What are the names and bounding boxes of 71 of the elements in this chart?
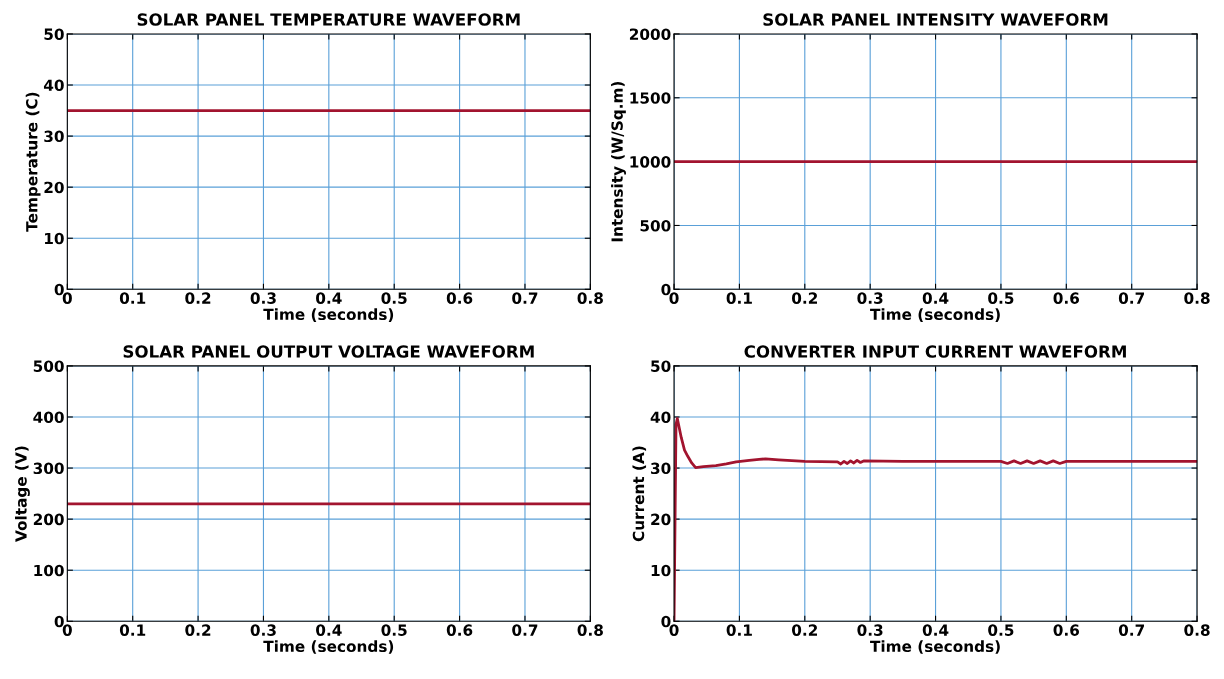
y-tick-label: 500 — [640, 219, 671, 232]
y-tick-label: 40 — [650, 411, 671, 424]
x-tick-label: 0.5 — [988, 624, 1014, 636]
y-axis-title: Intensity (W/Sq.m) — [611, 81, 626, 242]
chart-title: SOLAR PANEL OUTPUT VOLTAGE WAVEFORM — [123, 345, 534, 358]
y-tick-label: 30 — [651, 462, 671, 475]
x-tick-label: 0.2 — [792, 624, 817, 636]
y-tick-label: 100 — [34, 564, 64, 577]
x-tick-label: 0.3 — [857, 292, 883, 304]
y-tick-label: 200 — [33, 513, 64, 526]
x-tick-label: 0.2 — [792, 292, 817, 304]
y-tick-label: 300 — [33, 462, 64, 475]
chart-title: SOLAR PANEL TEMPERATURE WAVEFORM — [137, 13, 520, 26]
x-tick-label: 0.8 — [577, 624, 603, 636]
x-tick-label: 0.1 — [726, 292, 752, 304]
chart-title: CONVERTER INPUT CURRENT WAVEFORM — [744, 345, 1126, 358]
x-tick-label: 0.4 — [922, 624, 949, 636]
x-tick-label: 0.3 — [250, 624, 276, 636]
x-tick-label: 0.1 — [119, 624, 146, 636]
y-tick-label: 40 — [43, 79, 64, 92]
y-tick-label: 30 — [44, 130, 64, 143]
x-tick-label: 0.8 — [577, 292, 603, 304]
x-tick-label: 0.5 — [381, 292, 407, 304]
x-tick-label: 0.6 — [446, 292, 473, 304]
x-tick-label: 0.7 — [1118, 624, 1145, 636]
y-tick-label: 10 — [45, 232, 64, 245]
x-tick-label: 0.3 — [857, 624, 883, 636]
x-tick-label: 0 — [62, 292, 72, 304]
x-tick-label: 0.6 — [1053, 624, 1080, 636]
y-tick-label: 400 — [33, 411, 64, 424]
x-tick-label: 0.7 — [512, 624, 538, 636]
y-tick-label: 0 — [661, 283, 671, 296]
y-tick-label: 1000 — [630, 156, 671, 168]
x-axis-title: Time (seconds) — [263, 640, 394, 654]
y-tick-label: 1500 — [630, 92, 671, 104]
x-tick-label: 0.1 — [119, 292, 146, 304]
x-tick-label: 0.2 — [185, 292, 211, 304]
x-tick-label: 0.8 — [1184, 292, 1210, 304]
y-tick-label: 50 — [651, 360, 671, 372]
x-tick-label: 0.4 — [922, 292, 949, 304]
x-tick-label: 0 — [62, 624, 72, 636]
y-tick-label: 10 — [651, 564, 671, 577]
x-tick-label: 0.2 — [185, 624, 211, 636]
y-axis-title: Voltage (V) — [14, 446, 30, 542]
y-tick-label: 2000 — [629, 28, 671, 40]
x-tick-label: 0 — [669, 624, 679, 636]
x-tick-label: 0.7 — [512, 292, 538, 304]
x-tick-label: 0.8 — [1184, 624, 1210, 636]
y-tick-label: 20 — [44, 181, 64, 194]
y-tick-label: 0 — [661, 615, 671, 628]
chart-title: SOLAR PANEL INTENSITY WAVEFORM — [763, 13, 1108, 26]
y-axis-title: Temperature (C) — [25, 92, 41, 232]
x-axis-title: Time (seconds) — [870, 640, 1000, 654]
x-tick-label: 0.3 — [250, 292, 276, 304]
x-tick-label: 0.4 — [316, 292, 342, 304]
x-tick-label: 0.6 — [1053, 292, 1080, 304]
y-tick-label: 50 — [44, 28, 64, 40]
x-tick-label: 0.5 — [381, 624, 407, 636]
y-tick-label: 0 — [54, 283, 64, 296]
y-axis-title: Current (A) — [632, 446, 647, 542]
x-tick-label: 0.1 — [726, 624, 752, 636]
y-tick-label: 20 — [651, 513, 671, 526]
x-tick-label: 0.4 — [316, 624, 342, 636]
x-axis-title: Time (seconds) — [263, 308, 394, 322]
x-tick-label: 0.7 — [1118, 292, 1145, 304]
x-tick-label: 0.6 — [446, 624, 473, 636]
y-tick-label: 0 — [54, 615, 64, 628]
x-tick-label: 0.5 — [988, 292, 1014, 304]
x-axis-title: Time (seconds) — [870, 308, 1000, 322]
x-tick-label: 0 — [669, 292, 679, 304]
y-tick-label: 500 — [33, 360, 64, 372]
